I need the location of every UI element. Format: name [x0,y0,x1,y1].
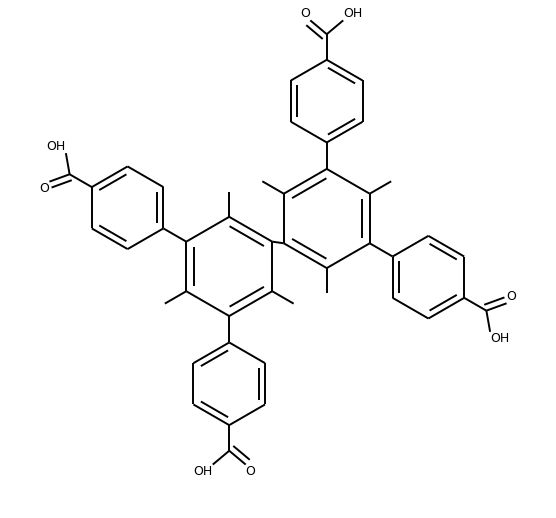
Text: OH: OH [47,140,66,153]
Text: OH: OH [343,7,363,20]
Text: O: O [246,465,256,478]
Text: O: O [507,290,517,304]
Text: OH: OH [193,465,213,478]
Text: OH: OH [490,332,509,345]
Text: O: O [39,182,49,195]
Text: O: O [300,7,310,20]
